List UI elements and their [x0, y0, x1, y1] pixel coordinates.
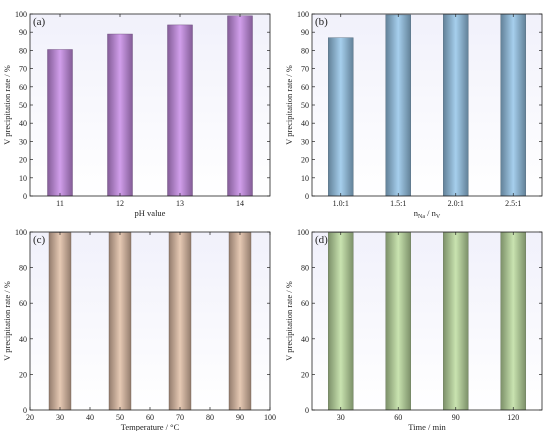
x-tick-label: 1.0:1 [333, 199, 349, 208]
y-axis-label: V precipitation rate / % [284, 281, 294, 361]
x-tick-label: 40 [86, 413, 94, 422]
bar [443, 14, 469, 197]
bar [48, 232, 72, 411]
y-tick-label: 0 [305, 406, 309, 415]
x-tick-label: 70 [176, 413, 184, 422]
x-tick-label: 20 [26, 413, 34, 422]
y-tick-label: 60 [19, 299, 27, 308]
x-tick-label: 12 [116, 199, 124, 208]
y-tick-label: 30 [301, 137, 309, 146]
bar [47, 49, 73, 197]
x-tick-label: 60 [146, 413, 154, 422]
panel-label: (d) [315, 234, 328, 246]
y-tick-label: 50 [301, 101, 309, 110]
x-axis-label: Time / min [408, 422, 446, 431]
y-tick-label: 30 [19, 137, 27, 146]
panel-label: (c) [33, 234, 46, 246]
y-tick-label: 0 [23, 406, 27, 415]
x-tick-label: 1.5:1 [390, 199, 406, 208]
x-tick-label: 2.0:1 [448, 199, 464, 208]
x-tick-label: 30 [337, 413, 345, 422]
bar [328, 37, 354, 197]
y-tick-label: 70 [301, 65, 309, 74]
y-tick-label: 0 [23, 192, 27, 201]
y-tick-label: 50 [19, 101, 27, 110]
x-axis-label: pH value [135, 208, 166, 218]
bar [385, 232, 411, 411]
x-tick-label: 90 [236, 413, 244, 422]
bar [443, 232, 469, 411]
y-tick-label: 40 [19, 335, 27, 344]
y-tick-label: 20 [301, 370, 309, 379]
y-tick-label: 70 [19, 65, 27, 74]
panel-label: (a) [33, 16, 46, 28]
y-tick-label: 100 [15, 10, 27, 19]
x-tick-label: 14 [236, 199, 244, 208]
x-axis-label: nNa / nV [414, 208, 441, 220]
y-tick-label: 80 [19, 264, 27, 273]
bar [500, 14, 526, 197]
y-axis-label: V precipitation rate / % [2, 281, 12, 361]
y-tick-label: 80 [301, 46, 309, 55]
x-tick-label: 13 [176, 199, 184, 208]
y-axis-label: V precipitation rate / % [284, 65, 294, 145]
bar [228, 232, 252, 411]
bar [168, 232, 192, 411]
y-tick-label: 0 [305, 192, 309, 201]
x-tick-label: 80 [206, 413, 214, 422]
bar [328, 232, 354, 411]
y-tick-label: 80 [301, 264, 309, 273]
chart-panel-1: 0 10 20 30 40 50 60 70 80 90 100 11 12 13 14 pH value V … [2, 10, 271, 218]
y-tick-label: 40 [19, 119, 27, 128]
x-tick-label: 120 [507, 413, 519, 422]
y-tick-label: 60 [301, 299, 309, 308]
y-tick-label: 90 [19, 28, 27, 37]
x-axis-label: Temperature / °C [121, 422, 180, 431]
y-tick-label: 20 [19, 370, 27, 379]
x-tick-label: 90 [452, 413, 460, 422]
y-tick-label: 100 [297, 228, 309, 237]
bar [167, 24, 193, 197]
bar [227, 15, 253, 197]
y-tick-label: 60 [301, 83, 309, 92]
bar [108, 232, 132, 411]
chart-panel-2: 0 10 20 30 40 50 60 70 80 90 100 1.0:1 1.5:1 2.0:1 2.5… [284, 10, 543, 220]
x-tick-label: 100 [264, 413, 276, 422]
x-tick-label: 60 [394, 413, 402, 422]
y-axis-label: V precipitation rate / % [2, 65, 12, 145]
bar [500, 232, 526, 411]
y-tick-label: 40 [301, 119, 309, 128]
y-tick-label: 20 [301, 156, 309, 165]
bar [385, 14, 411, 197]
y-tick-label: 10 [19, 174, 27, 183]
y-tick-label: 10 [301, 174, 309, 183]
x-tick-label: 50 [116, 413, 124, 422]
y-tick-label: 100 [15, 228, 27, 237]
y-tick-label: 80 [19, 46, 27, 55]
plot-frame [311, 231, 543, 411]
x-tick-label: 2.5:1 [505, 199, 521, 208]
bar [107, 33, 133, 197]
x-tick-label: 11 [56, 199, 64, 208]
y-tick-label: 20 [19, 156, 27, 165]
panel-label: (b) [315, 16, 328, 28]
y-tick-label: 40 [301, 335, 309, 344]
x-tick-label: 30 [56, 413, 64, 422]
chart-panel-4: 0 20 40 60 80 100 30 60 90 120 Time / min V precipi… [284, 228, 543, 431]
y-tick-label: 90 [301, 28, 309, 37]
y-tick-label: 100 [297, 10, 309, 19]
y-tick-label: 60 [19, 83, 27, 92]
